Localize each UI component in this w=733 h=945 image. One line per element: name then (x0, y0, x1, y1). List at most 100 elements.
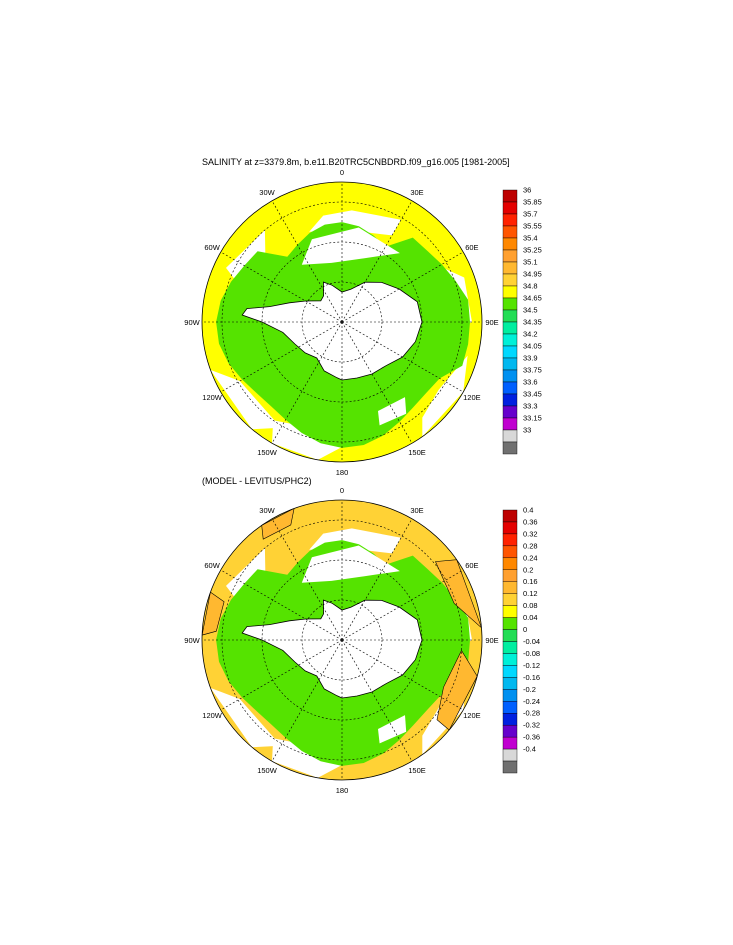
lon-label: 30E (410, 188, 423, 197)
colorbar-swatch (502, 261, 518, 275)
colorbar-label: 34.5 (523, 306, 538, 315)
meridian-line (341, 251, 464, 323)
colorbar-label: 0.08 (523, 601, 538, 610)
colorbar-swatch (502, 557, 518, 570)
lon-label: 90W (184, 318, 200, 327)
antarctica-landmass (241, 281, 423, 381)
polar-map-salinity: 0 30E 60E 90E 120E 150E 180 150W 120W 90W 60W 30W (184, 168, 498, 477)
lon-label: 30E (410, 506, 423, 515)
colorbar-swatch (502, 593, 518, 606)
colorbar-label: 0.4 (523, 506, 533, 515)
masked-region (378, 715, 407, 744)
colorbar-swatch (502, 333, 518, 347)
colorbar-swatch (502, 521, 518, 535)
colorbar-swatch (502, 545, 518, 559)
colorbar-label: 33.75 (523, 366, 542, 375)
colorbar-label: 33.6 (523, 378, 538, 387)
meridian-line (341, 200, 413, 323)
colorbar-label: -0.08 (523, 649, 540, 658)
colorbar-swatch (502, 569, 518, 582)
colorbar-difference: 0.4 0.36 0.32 0.28 0.24 0.2 0.16 0.12 0.08 0.04 0 -… (502, 506, 540, 774)
colorbar-swatch (502, 309, 518, 323)
lon-label: 30W (259, 188, 275, 197)
colorbar-swatch (502, 677, 518, 690)
colorbar-swatch (502, 285, 518, 299)
colorbar-swatch (502, 417, 518, 431)
meridian-line (341, 639, 413, 762)
meridian-line (220, 251, 343, 323)
colorbar-salinity: 36 35.85 35.7 35.55 35.4 35.25 35.1 34.95 34.8 34… (502, 186, 542, 455)
antarctica-landmass (241, 599, 423, 699)
lon-label: 0 (340, 168, 344, 177)
colorbar-label: 35.85 (523, 198, 542, 207)
masked-region (226, 548, 266, 603)
colorbar-label: 35.7 (523, 210, 538, 219)
colorbar-swatch (502, 653, 518, 666)
map-border (201, 499, 483, 781)
lon-label: 120W (202, 711, 223, 720)
meridian-line (271, 200, 343, 323)
colorbar-label: 0.32 (523, 529, 538, 538)
colorbar-label: -0.28 (523, 709, 540, 718)
meridian-line (341, 569, 464, 641)
colorbar-label: -0.16 (523, 673, 540, 682)
colorbar-label: -0.24 (523, 697, 540, 706)
lon-label: 180 (336, 468, 349, 477)
colorbar-swatch (502, 509, 518, 523)
colorbar-label: 0.2 (523, 565, 533, 574)
meridian-line (271, 518, 343, 641)
meridian-line (220, 569, 343, 641)
colorbar-swatch (502, 605, 518, 618)
colorbar-label: -0.12 (523, 661, 540, 670)
lon-label: 60E (465, 243, 478, 252)
colorbar-swatch (502, 357, 518, 371)
colorbar-swatch (502, 665, 518, 678)
masked-region (422, 355, 468, 437)
lon-label: 150E (408, 448, 426, 457)
masked-region (272, 420, 342, 460)
colorbar-label: -0.04 (523, 637, 540, 646)
colorbar-label: 0.04 (523, 613, 538, 622)
colorbar-label: 0.16 (523, 577, 538, 586)
colorbar-label: 34.65 (523, 294, 542, 303)
colorbar-label: 33.15 (523, 414, 542, 423)
colorbar-swatch (502, 617, 518, 630)
colorbar-swatch (502, 273, 518, 287)
colorbar-swatch (502, 225, 518, 239)
colorbar-swatch (502, 381, 518, 395)
lon-label: 120E (463, 393, 481, 402)
colorbar-label: -0.36 (523, 733, 540, 742)
meridian-line (341, 639, 464, 711)
meridian-line (220, 321, 343, 393)
meridian-line (271, 321, 343, 444)
colorbar-label: 33.9 (523, 354, 538, 363)
colorbar-label: 35.25 (523, 246, 542, 255)
colorbar-swatch (502, 201, 518, 215)
colorbar-swatch (502, 713, 518, 726)
colorbar-swatch (502, 736, 518, 750)
positive-anomaly (436, 649, 478, 731)
colorbar-swatch (502, 641, 518, 654)
meridian-line (271, 639, 343, 762)
colorbar-label: 0.12 (523, 589, 538, 598)
masked-region (301, 227, 400, 265)
panel-2-title: (MODEL - LEVITUS/PHC2) (202, 476, 312, 486)
colorbar-swatch (502, 748, 518, 762)
lon-label: 60W (204, 561, 220, 570)
colorbar-swatch (502, 321, 518, 335)
colorbar-label: -0.32 (523, 721, 540, 730)
colorbar-label: 33 (523, 426, 531, 435)
lon-label: 150E (408, 766, 426, 775)
colorbar-label: -0.4 (523, 745, 536, 754)
colorbar-label: 0 (523, 625, 527, 634)
colorbar-swatch (502, 237, 518, 251)
positive-anomaly (435, 559, 482, 629)
colorbar-label: 36 (523, 186, 531, 195)
lon-label: 60E (465, 561, 478, 570)
colorbar-swatch (502, 689, 518, 702)
polar-map-difference: 0 30E 60E 90E 120E 150E 180 150W 120W 90W 60W 30W (184, 486, 498, 795)
colorbar-swatch (502, 429, 518, 443)
colorbar-label: 35.4 (523, 234, 538, 243)
positive-anomaly (202, 591, 225, 636)
masked-region (378, 397, 407, 426)
